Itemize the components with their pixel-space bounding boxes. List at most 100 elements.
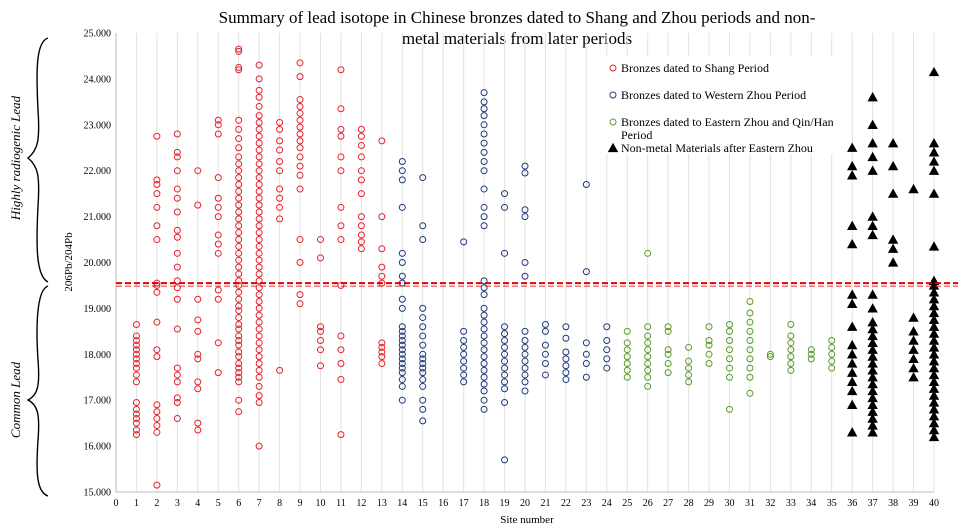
data-point bbox=[194, 385, 202, 393]
data-point bbox=[255, 75, 263, 83]
data-point bbox=[255, 325, 263, 333]
data-point bbox=[867, 406, 878, 416]
data-point bbox=[887, 188, 899, 198]
data-point bbox=[255, 270, 263, 278]
data-point bbox=[173, 233, 181, 241]
data-point bbox=[726, 327, 733, 335]
y-tick-label: 20.000 bbox=[84, 258, 112, 269]
x-tick-label: 9 bbox=[298, 498, 303, 509]
data-point bbox=[337, 236, 345, 244]
data-point bbox=[255, 167, 263, 175]
data-point bbox=[235, 320, 243, 328]
data-point bbox=[867, 392, 878, 403]
data-point bbox=[235, 135, 243, 143]
data-point bbox=[521, 169, 529, 177]
data-point bbox=[501, 343, 509, 351]
data-point bbox=[501, 371, 509, 379]
data-point bbox=[828, 357, 836, 365]
y-tick-label: 25.000 bbox=[84, 29, 112, 40]
data-point bbox=[562, 323, 570, 331]
data-point bbox=[867, 344, 878, 354]
data-point bbox=[419, 174, 427, 182]
data-point bbox=[255, 256, 263, 264]
data-point bbox=[255, 366, 263, 374]
data-point bbox=[378, 348, 386, 356]
x-axis-label: Site number bbox=[500, 514, 554, 526]
data-point bbox=[787, 346, 795, 354]
data-point bbox=[867, 119, 878, 129]
data-point bbox=[255, 346, 263, 354]
data-point bbox=[255, 277, 263, 285]
data-point bbox=[276, 366, 284, 374]
data-point bbox=[357, 125, 365, 133]
data-point bbox=[644, 353, 652, 361]
y-tick-labels: 15.000 16.000 17.000 18.000 19.000 20.000 21.0… bbox=[84, 29, 112, 499]
data-point bbox=[296, 259, 304, 266]
y-tick-label: 17.000 bbox=[84, 396, 112, 407]
data-point bbox=[928, 397, 940, 407]
data-point bbox=[867, 151, 878, 162]
data-point bbox=[460, 350, 468, 358]
data-point bbox=[235, 332, 243, 340]
data-point bbox=[623, 346, 631, 354]
data-point bbox=[787, 320, 795, 328]
data-point bbox=[173, 325, 181, 333]
data-point bbox=[173, 364, 181, 372]
data-point bbox=[235, 116, 243, 124]
data-point bbox=[480, 222, 488, 230]
data-point bbox=[726, 320, 733, 328]
data-point bbox=[132, 405, 140, 413]
data-point bbox=[296, 130, 304, 138]
data-point bbox=[296, 116, 304, 124]
data-point bbox=[235, 180, 243, 188]
data-point bbox=[398, 337, 406, 345]
y-tick-label: 23.000 bbox=[84, 120, 112, 131]
data-point bbox=[480, 353, 488, 361]
legend: Bronzes dated to Shang Period Bronzes dat… bbox=[603, 56, 843, 155]
data-point bbox=[173, 185, 181, 193]
data-point bbox=[521, 371, 529, 379]
data-point bbox=[255, 119, 263, 127]
x-tick-label: 17 bbox=[459, 498, 469, 509]
data-point bbox=[357, 176, 365, 184]
data-point bbox=[357, 167, 365, 175]
data-point bbox=[173, 415, 181, 423]
data-point bbox=[235, 174, 243, 182]
data-point bbox=[460, 337, 468, 345]
data-point bbox=[867, 372, 878, 382]
data-point bbox=[153, 203, 161, 211]
data-point bbox=[255, 382, 263, 390]
data-point bbox=[521, 206, 529, 214]
data-point bbox=[419, 364, 427, 372]
data-point bbox=[235, 187, 243, 195]
data-point bbox=[214, 121, 222, 129]
data-point bbox=[378, 263, 386, 271]
data-point bbox=[255, 236, 263, 244]
data-point bbox=[235, 160, 243, 168]
data-point bbox=[787, 359, 795, 367]
data-point bbox=[480, 339, 488, 347]
data-point bbox=[847, 238, 858, 249]
data-point bbox=[357, 222, 365, 230]
data-point bbox=[153, 428, 161, 436]
data-point bbox=[521, 327, 529, 335]
data-point bbox=[582, 373, 590, 381]
x-tick-label: 27 bbox=[663, 498, 673, 509]
x-tick-label: 5 bbox=[216, 498, 221, 509]
data-point bbox=[378, 353, 386, 361]
data-point bbox=[235, 353, 243, 361]
data-point bbox=[296, 123, 304, 131]
data-point bbox=[357, 153, 365, 161]
data-point bbox=[235, 369, 243, 377]
data-point bbox=[357, 238, 365, 246]
data-point bbox=[664, 323, 672, 331]
data-point bbox=[501, 385, 509, 393]
data-point bbox=[255, 187, 263, 195]
data-point bbox=[398, 355, 406, 363]
x-tick-label: 30 bbox=[725, 498, 735, 509]
data-point bbox=[255, 86, 263, 94]
x-tick-label: 19 bbox=[500, 498, 510, 509]
x-tick-label: 1 bbox=[134, 498, 139, 509]
data-point bbox=[460, 378, 468, 386]
data-point bbox=[276, 215, 284, 223]
